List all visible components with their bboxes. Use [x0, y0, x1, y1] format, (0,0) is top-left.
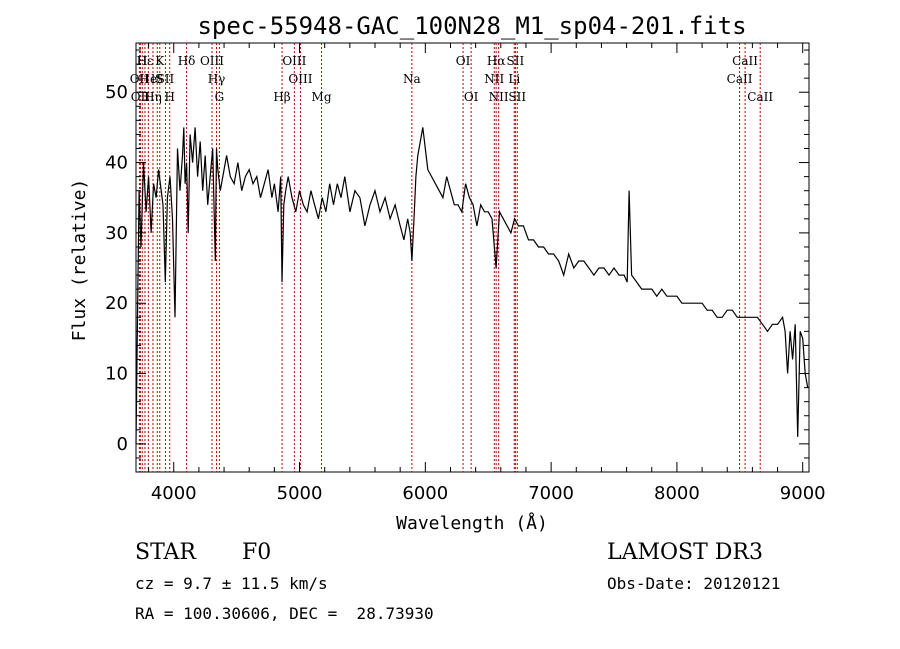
spectral-subclass: F0: [242, 540, 272, 565]
line-label-16: OIII: [288, 72, 312, 86]
line-label-8: SII: [157, 72, 175, 86]
line-label-2: H: [137, 54, 147, 68]
line-label-27: CaII: [727, 72, 753, 86]
line-label-11: OIII: [200, 54, 224, 68]
redshift-text: cz = 9.7 ± 11.5 km/s: [135, 574, 328, 593]
line-label-22: Hα: [487, 54, 506, 68]
x-tick-label-6000: 6000: [402, 483, 448, 504]
line-markers: [138, 43, 761, 472]
x-axis: 4000 5000 6000 7000 8000 9000: [148, 43, 826, 504]
line-label-18: Na: [403, 72, 421, 86]
survey-name: LAMOST DR3: [607, 540, 763, 565]
line-label-13: G: [215, 90, 225, 104]
x-tick-label-8000: 8000: [654, 483, 700, 504]
y-axis-label: Flux (relative): [69, 179, 90, 342]
line-label-15: OIII: [282, 54, 306, 68]
line-label-7: K: [155, 54, 165, 68]
y-tick-label-20: 20: [105, 293, 128, 314]
line-label-23: NII: [489, 90, 509, 104]
line-label-1: OII: [131, 90, 151, 104]
obs-date: Obs-Date: 20120121: [607, 574, 781, 593]
line-label-29: CaII: [747, 90, 773, 104]
spectrum-line: [135, 127, 809, 444]
line-label-21: NII: [484, 72, 504, 86]
x-tick-label-5000: 5000: [277, 483, 323, 504]
line-label-24: Li: [508, 72, 520, 86]
line-label-3: Hε: [137, 54, 154, 68]
x-tick-label-9000: 9000: [780, 483, 826, 504]
line-label-26: SII: [508, 90, 526, 104]
y-tick-label-30: 30: [105, 223, 128, 244]
line-label-4: He: [140, 72, 158, 86]
line-label-20: OI: [464, 90, 479, 104]
line-label-10: Hδ: [178, 54, 196, 68]
plot-frame: [135, 42, 810, 473]
y-tick-label-10: 10: [105, 364, 128, 385]
line-label-9: H: [164, 90, 174, 104]
line-label-25: SII: [507, 54, 525, 68]
line-label-5: Hη: [144, 90, 162, 104]
line-label-14: Hβ: [273, 90, 290, 104]
line-label-6: lS: [151, 72, 163, 86]
x-tick-label-4000: 4000: [151, 483, 197, 504]
x-tick-label-7000: 7000: [528, 483, 574, 504]
y-tick-label-50: 50: [105, 82, 128, 103]
line-label-28: CaII: [732, 54, 758, 68]
chart-title: spec-55948-GAC_100N28_M1_sp04-201.fits: [197, 12, 746, 40]
y-tick-label-40: 40: [105, 153, 128, 174]
line-label-0: OII: [130, 72, 150, 86]
y-axis: 0 10 20 30 40 50: [105, 49, 809, 459]
y-tick-label-0: 0: [117, 434, 128, 455]
line-label-12: Hγ: [208, 72, 226, 86]
line-label-19: OI: [456, 54, 471, 68]
x-axis-label: Wavelength (Å): [396, 512, 548, 534]
line-label-17: Mg: [312, 90, 332, 104]
coordinates: RA = 100.30606, DEC = 28.73930: [135, 604, 434, 623]
object-type: STAR: [135, 540, 196, 565]
